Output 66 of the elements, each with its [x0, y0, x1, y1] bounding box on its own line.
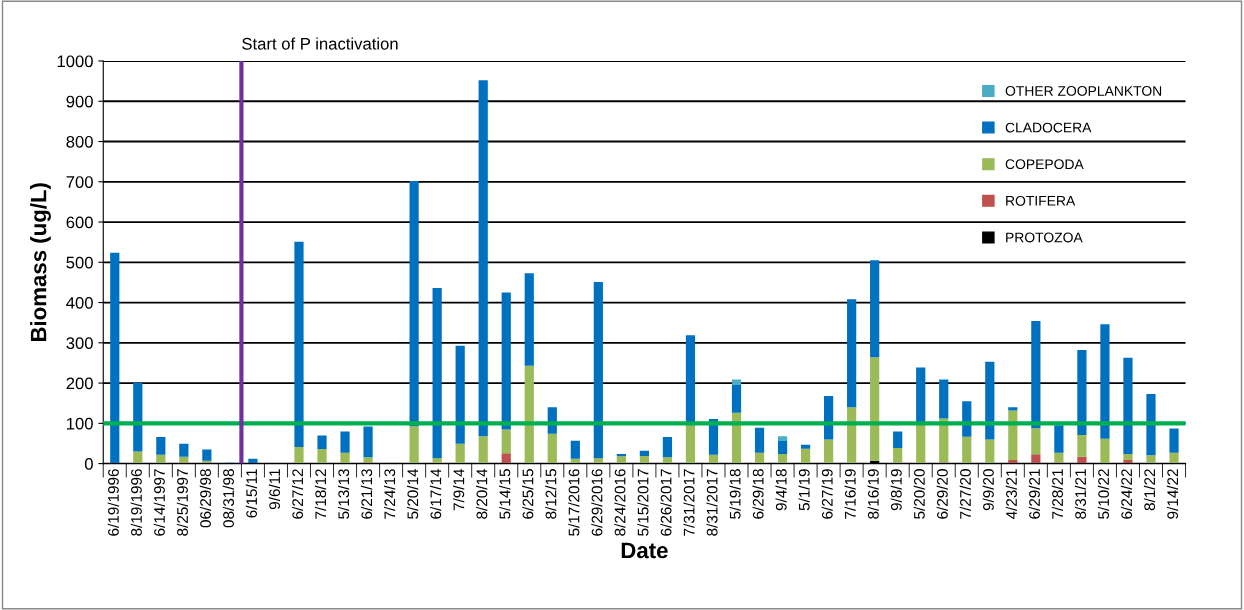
ref-line-label: Start of P inactivation — [242, 37, 398, 50]
x-tick-label: 5/1/19 — [798, 469, 810, 511]
x-tick-label: 9/9/20 — [982, 469, 994, 511]
legend-label: COPEPODA — [1005, 159, 1084, 170]
x-tick-label: 6/21/13 — [360, 469, 373, 519]
x-tick-label: 6/25/15 — [522, 469, 534, 519]
x-tick-label: 6/29/2016 — [591, 469, 603, 536]
x-tick-label: 5/10/22 — [1097, 469, 1110, 519]
y-tick-label: 500 — [66, 256, 93, 269]
x-tick-label: 06/29/98 — [199, 469, 211, 528]
y-tick-label: 700 — [66, 176, 93, 188]
x-tick-label: 9/6/11 — [268, 469, 281, 510]
x-tick-label: 9/4/18 — [775, 469, 787, 511]
x-tick-label: 5/20/14 — [407, 468, 419, 519]
x-tick-label: 9/8/19 — [890, 469, 902, 511]
y-tick-label: 200 — [66, 377, 93, 390]
x-tick-label: 8/31/2017 — [706, 469, 718, 536]
legend-label: OTHER ZOOPLANKTON — [1005, 86, 1162, 96]
legend-label: ROTIFERA — [1006, 195, 1076, 206]
x-tick-label: 5/14/15 — [499, 469, 511, 519]
x-tick-label: 6/19/1996 — [107, 469, 119, 536]
x-tick-label: 9/14/22 — [1166, 469, 1179, 519]
x-tick-label: 6/17/14 — [430, 468, 442, 519]
x-tick-label: 8/12/15 — [545, 469, 557, 519]
x-tick-label: 7/18/12 — [314, 469, 327, 519]
x-tick-label: 8/25/1997 — [176, 469, 188, 536]
x-tick-label: 7/16/19 — [844, 469, 856, 519]
x-tick-label: 6/15/11 — [245, 469, 258, 518]
y-tick-label: 800 — [66, 135, 93, 148]
y-tick-label: 100 — [67, 417, 93, 430]
x-tick-label: 6/27/12 — [291, 469, 304, 519]
y-tick-label: 900 — [66, 95, 93, 108]
x-tick-label: 7/27/20 — [959, 469, 971, 519]
x-tick-label: 6/29/20 — [936, 469, 948, 519]
x-tick-label: 6/24/22 — [1120, 469, 1133, 519]
legend-label: PROTOZOA — [1006, 232, 1083, 243]
legend-label: CLADOCERA — [1005, 122, 1092, 133]
x-tick-label: 8/19/1996 — [130, 469, 142, 536]
y-tick-label: 400 — [66, 296, 93, 309]
x-tick-label: 4/23/21 — [1005, 469, 1017, 520]
x-tick-label: 6/27/19 — [821, 469, 833, 519]
x-tick-label: 7/9/14 — [453, 468, 465, 511]
x-tick-label: 7/31/2017 — [683, 469, 695, 536]
y-tick-label: 300 — [66, 337, 93, 350]
x-tick-label: 6/26/2017 — [660, 469, 672, 536]
x-tick-label: 5/20/20 — [913, 469, 925, 519]
x-axis-title: Date — [621, 542, 668, 559]
x-tick-label: 6/29/18 — [752, 469, 764, 519]
x-tick-label: 5/13/13 — [337, 469, 350, 519]
x-tick-label: 7/28/21 — [1051, 469, 1063, 519]
y-tick-label: 0 — [84, 458, 93, 470]
x-tick-label: 5/19/18 — [729, 469, 741, 519]
x-tick-label: 8/31/21 — [1074, 469, 1087, 519]
x-tick-label: 8/16/19 — [867, 469, 879, 519]
x-tick-label: 6/29/21 — [1028, 469, 1040, 519]
x-tick-label: 5/17/2016 — [568, 469, 580, 536]
y-tick-label: 1000 — [57, 55, 93, 68]
x-tick-label: 8/1/22 — [1143, 469, 1156, 511]
y-tick-label: 600 — [66, 216, 93, 229]
x-tick-label: 5/15/2017 — [637, 469, 649, 536]
x-tick-label: 08/31/98 — [222, 469, 234, 528]
x-tick-label: 8/24/2016 — [614, 469, 626, 536]
x-tick-label: 6/14/1997 — [153, 469, 165, 536]
x-tick-label: 8/20/14 — [476, 468, 488, 519]
y-axis-title: Biomass (ug/L) — [30, 183, 51, 342]
x-tick-label: 7/24/13 — [383, 469, 396, 519]
